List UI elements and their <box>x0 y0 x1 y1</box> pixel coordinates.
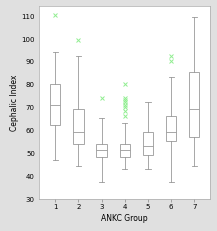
PathPatch shape <box>96 144 107 158</box>
PathPatch shape <box>143 132 153 155</box>
PathPatch shape <box>120 144 130 158</box>
PathPatch shape <box>166 116 176 142</box>
PathPatch shape <box>189 73 199 137</box>
PathPatch shape <box>73 110 84 144</box>
X-axis label: ANKC Group: ANKC Group <box>102 213 148 222</box>
Y-axis label: Cephalic Index: Cephalic Index <box>10 75 19 131</box>
PathPatch shape <box>50 85 61 126</box>
